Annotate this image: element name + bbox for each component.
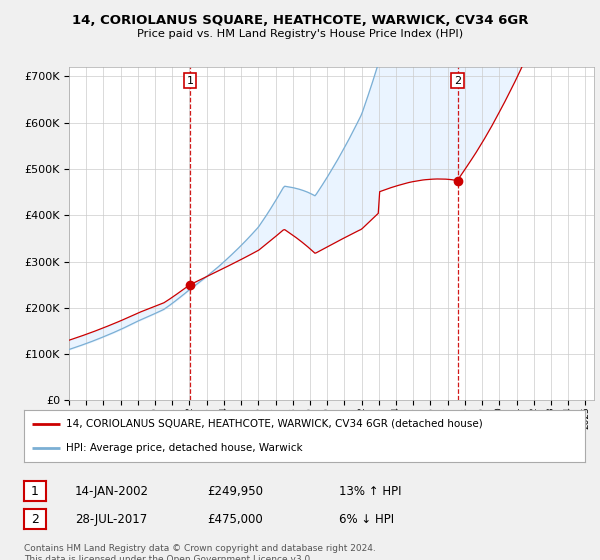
Text: 14-JAN-2002: 14-JAN-2002 <box>75 484 149 498</box>
Text: HPI: Average price, detached house, Warwick: HPI: Average price, detached house, Warw… <box>66 443 303 453</box>
Text: 14, CORIOLANUS SQUARE, HEATHCOTE, WARWICK, CV34 6GR (detached house): 14, CORIOLANUS SQUARE, HEATHCOTE, WARWIC… <box>66 419 483 429</box>
Text: Contains HM Land Registry data © Crown copyright and database right 2024.
This d: Contains HM Land Registry data © Crown c… <box>24 544 376 560</box>
Text: £475,000: £475,000 <box>207 512 263 526</box>
Text: 13% ↑ HPI: 13% ↑ HPI <box>339 484 401 498</box>
Text: 1: 1 <box>187 76 194 86</box>
Text: 2: 2 <box>31 512 39 526</box>
Text: 1: 1 <box>31 484 39 498</box>
Text: 6% ↓ HPI: 6% ↓ HPI <box>339 512 394 526</box>
Text: Price paid vs. HM Land Registry's House Price Index (HPI): Price paid vs. HM Land Registry's House … <box>137 29 463 39</box>
Text: 14, CORIOLANUS SQUARE, HEATHCOTE, WARWICK, CV34 6GR: 14, CORIOLANUS SQUARE, HEATHCOTE, WARWIC… <box>72 14 528 27</box>
Text: £249,950: £249,950 <box>207 484 263 498</box>
Text: 2: 2 <box>454 76 461 86</box>
Text: 28-JUL-2017: 28-JUL-2017 <box>75 512 147 526</box>
